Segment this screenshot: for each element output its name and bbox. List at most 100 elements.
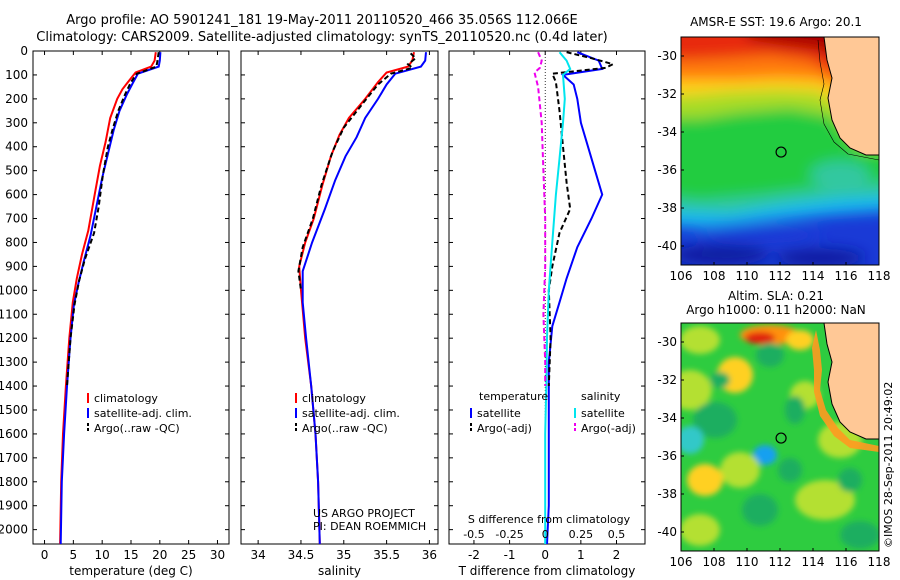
map-y-tick-label: -30: [657, 49, 677, 63]
series-line-2: [544, 51, 572, 544]
header-line2: Climatology: CARS2009. Satellite-adjuste…: [36, 30, 608, 45]
map-y-tick-label: -32: [657, 373, 677, 387]
x-tick-label: 35: [336, 548, 351, 562]
top-axis-label: S difference from climatology: [468, 513, 631, 526]
series-line-2: [297, 52, 418, 291]
map-y-tick-label: -34: [657, 411, 677, 425]
top-tick-label: -0.5: [463, 528, 484, 541]
x-tick-label: 0: [41, 548, 49, 562]
legend-entry: climatology: [94, 392, 158, 405]
credit-annotation: US ARGO PROJECT: [313, 507, 415, 520]
map-x-tick-label: 118: [868, 269, 891, 283]
y-tick-label: 1300: [0, 355, 28, 369]
y-tick-label: 800: [5, 235, 28, 249]
x-tick-label: -1: [504, 548, 516, 562]
series-line-3: [533, 51, 547, 386]
sla-field: [681, 323, 879, 551]
series-line-1: [301, 52, 427, 545]
top-tick-label: 0: [542, 528, 549, 541]
x-axis-label: temperature (deg C): [69, 564, 192, 578]
map-x-tick-label: 108: [703, 269, 726, 283]
legend-entry: satellite: [477, 407, 521, 420]
plot-frame: [448, 50, 646, 545]
map-y-tick-label: -30: [657, 335, 677, 349]
legend-entry: Argo(-adj): [581, 422, 636, 435]
x-tick-label: -2: [468, 548, 480, 562]
legend-entry: satellite: [581, 407, 625, 420]
x-tick-label: 35.5: [373, 548, 400, 562]
legend-entry: Argo(..raw -QC): [302, 422, 388, 435]
y-tick-label: 1400: [0, 379, 28, 393]
x-tick-label: 34.5: [288, 548, 315, 562]
sla-map-title-line2: Argo h1000: 0.11 h2000: NaN: [686, 303, 866, 317]
y-tick-label: 1700: [0, 451, 28, 465]
sst-map-title: AMSR-E SST: 19.6 Argo: 20.1: [690, 15, 862, 29]
y-tick-label: 1600: [0, 427, 28, 441]
y-tick-label: 1200: [0, 331, 28, 345]
legend-entry: climatology: [302, 392, 366, 405]
x-tick-label: 20: [152, 548, 167, 562]
series-line-1: [59, 52, 162, 545]
plot-frame: [32, 50, 230, 545]
header-line1: Argo profile: AO 5901241_181 19-May-2011…: [66, 13, 578, 28]
y-tick-label: 0: [20, 44, 28, 58]
map-x-tick-label: 114: [802, 555, 825, 569]
map-x-tick-label: 106: [670, 555, 693, 569]
map-x-tick-label: 112: [769, 269, 792, 283]
y-tick-label: 1000: [0, 283, 28, 297]
y-tick-label: 500: [5, 164, 28, 178]
x-tick-label: 15: [123, 548, 138, 562]
y-tick-label: 1100: [0, 307, 28, 321]
map-y-tick-label: -34: [657, 125, 677, 139]
legend-entry: Argo(..raw -QC): [94, 422, 180, 435]
map-x-tick-label: 110: [736, 555, 759, 569]
y-tick-label: 300: [5, 116, 28, 130]
difference-panel: -2 -1 0 1 2 T difference from climatology temp…: [448, 50, 646, 578]
map-x-tick-label: 112: [769, 555, 792, 569]
x-tick-label: 10: [95, 548, 110, 562]
credit-annotation: PI: DEAN ROEMMICH: [313, 520, 426, 533]
map-x-tick-label: 108: [703, 555, 726, 569]
series-line-0: [59, 52, 157, 545]
map-x-tick-label: 114: [802, 269, 825, 283]
map-x-tick-label: 118: [868, 555, 891, 569]
sst-map: 106 108 110 112 114 116 118 -30 -32 -34 -36 -38 -40: [657, 36, 891, 283]
map-x-tick-label: 116: [835, 555, 858, 569]
argo-float-marker: [775, 146, 787, 158]
legend-entry: Argo(-adj): [477, 422, 532, 435]
x-tick-label: 30: [210, 548, 225, 562]
x-tick-label: 0: [541, 548, 549, 562]
x-tick-label: 34: [250, 548, 265, 562]
top-tick-label: 0.5: [608, 528, 626, 541]
top-tick-label: 0.25: [569, 528, 594, 541]
x-tick-label: 25: [181, 548, 196, 562]
y-tick-label: 2000: [0, 523, 28, 537]
sst-field: [681, 37, 879, 265]
series-line-2: [66, 52, 160, 387]
map-y-tick-label: -40: [657, 239, 677, 253]
plot-frame: [240, 50, 439, 545]
map-x-tick-label: 110: [736, 269, 759, 283]
argo-float-marker: [775, 432, 787, 444]
map-y-tick-label: -36: [657, 163, 677, 177]
y-tick-label: 1500: [0, 403, 28, 417]
sla-map: 106 108 110 112 114 116 118 -30 -32 -34 -36 -38 -40: [657, 322, 891, 569]
legend-entry: satellite-adj. clim.: [94, 407, 192, 420]
y-tick-label: 900: [5, 259, 28, 273]
x-axis-label: salinity: [318, 564, 361, 578]
y-tick-label: 400: [5, 140, 28, 154]
x-tick-label: 2: [613, 548, 621, 562]
map-x-tick-label: 116: [835, 269, 858, 283]
map-y-tick-label: -38: [657, 487, 677, 501]
legend-title-temperature: temperature: [479, 390, 548, 403]
map-y-tick-label: -40: [657, 525, 677, 539]
y-tick-label: 600: [5, 188, 28, 202]
x-tick-label: 36: [422, 548, 437, 562]
legend-title-salinity: salinity: [581, 390, 621, 403]
map-y-tick-label: -36: [657, 449, 677, 463]
legend-entry: satellite-adj. clim.: [302, 407, 400, 420]
x-axis-label: T difference from climatology: [458, 564, 636, 578]
sla-map-title-line1: Altim. SLA: 0.21: [728, 289, 824, 303]
x-tick-label: 5: [70, 548, 78, 562]
